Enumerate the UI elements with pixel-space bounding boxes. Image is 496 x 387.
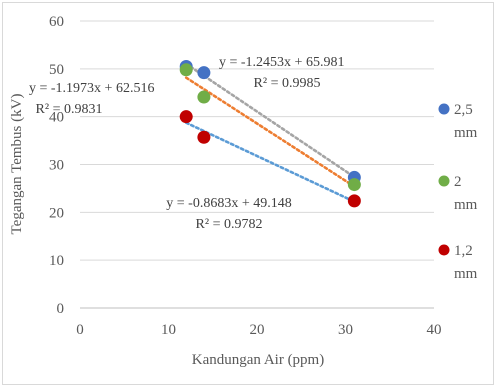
data-point <box>197 130 211 144</box>
trendline-equation: y = -1.1973x + 62.516 <box>29 81 154 96</box>
trendlines <box>184 62 356 203</box>
y-tick-label: 10 <box>49 253 64 269</box>
legend-label: 1,2 <box>454 243 473 259</box>
data-point <box>197 90 211 104</box>
x-axis-title: Kandungan Air (ppm) <box>192 352 324 368</box>
gridlines <box>80 20 434 261</box>
data-point <box>179 110 193 124</box>
axes: 0 10 20 30 40 50 60 0 10 20 30 40 <box>49 14 442 338</box>
y-tick-label: 60 <box>49 14 64 30</box>
y-tick-label: 20 <box>49 205 64 221</box>
legend-label: 2,5 <box>454 102 473 118</box>
legend-marker <box>438 103 450 115</box>
data-points <box>179 59 361 208</box>
data-point <box>179 63 193 77</box>
trendline-equation: y = -1.2453x + 65.981 <box>219 55 344 70</box>
x-tick-label: 20 <box>250 322 265 338</box>
legend-label-unit: mm <box>454 125 478 141</box>
data-point <box>347 178 361 192</box>
trendline-1 <box>184 76 356 188</box>
trendline-equation: y = -0.8683x + 49.148 <box>166 196 291 211</box>
legend-label: 2 <box>454 174 462 190</box>
trendline-r-squared: R² = 0.9831 <box>36 102 103 117</box>
trendline-0 <box>184 62 356 179</box>
y-tick-label: 30 <box>49 158 64 174</box>
x-tick-label: 40 <box>427 322 442 338</box>
trendline-labels: y = -1.2453x + 65.981 R² = 0.9985 y = -1.1… <box>29 55 344 232</box>
legend: 2,5 mm 2 mm 1,2 mm <box>438 102 478 282</box>
y-tick-label: 40 <box>49 110 64 126</box>
y-tick-label: 50 <box>49 62 64 78</box>
legend-label-unit: mm <box>454 197 478 213</box>
trendline-r-squared: R² = 0.9782 <box>196 217 263 232</box>
x-tick-label: 30 <box>338 322 353 338</box>
trendline-2 <box>184 121 356 203</box>
x-tick-label: 10 <box>161 322 176 338</box>
legend-marker <box>438 244 450 256</box>
trendline-r-squared: R² = 0.9985 <box>254 76 321 91</box>
x-tick-label: 0 <box>76 322 84 338</box>
data-point <box>197 66 211 80</box>
legend-marker <box>438 175 450 187</box>
y-tick-label: 0 <box>57 301 65 317</box>
legend-label-unit: mm <box>454 266 478 282</box>
data-point <box>347 194 361 208</box>
y-axis-title: Tegangan Tembus (kV) <box>9 94 25 235</box>
